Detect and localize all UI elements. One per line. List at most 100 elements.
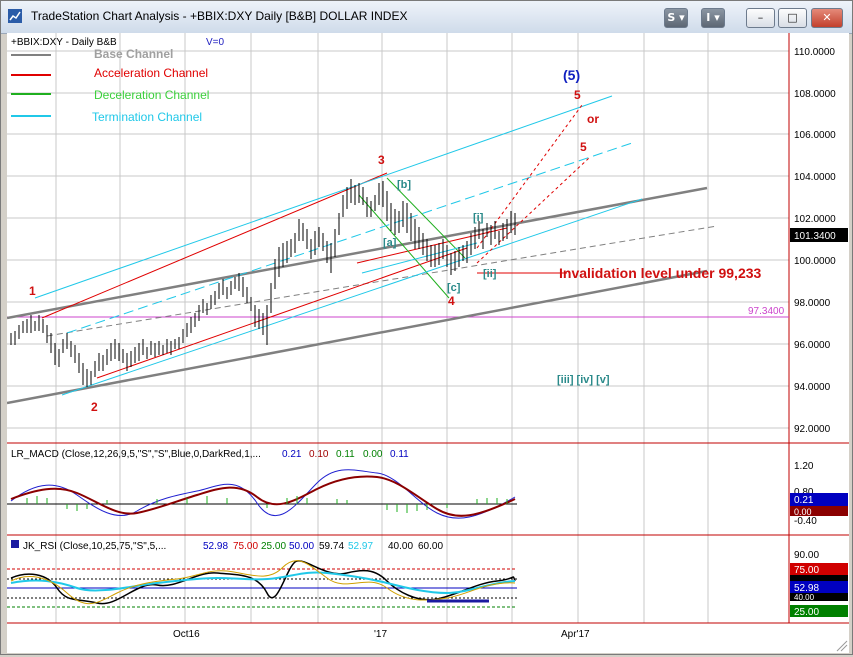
legend-base-channel: Base Channel: [94, 47, 173, 61]
price-tick: 108.0000: [794, 89, 836, 100]
wave-label-2: 2: [91, 400, 98, 414]
price-tick: 106.0000: [794, 130, 836, 141]
volume-label: V=0: [206, 37, 225, 48]
base-channel-midline: [46, 225, 718, 337]
macd-value-1: 0.21: [282, 449, 302, 460]
rsi-value-5: 59.74: [319, 541, 344, 552]
window-title: TradeStation Chart Analysis - +BBIX:DXY …: [31, 9, 408, 23]
corrective-labels: [b] [a] [c] [i] [ii] [iii] [iv] [v]: [383, 179, 610, 386]
rsi-header: JK_RSI (Close,10,25,75,"S",5,...: [23, 541, 166, 552]
price-tick: 102.0000: [794, 214, 836, 225]
last-price-value: 101.3400: [794, 231, 836, 242]
wave-labels: 1 2 3 4 5 5 or (5): [29, 67, 599, 414]
wave-label-iii-iv-v: [iii] [iv] [v]: [557, 374, 610, 386]
maximize-button[interactable]: □: [778, 8, 807, 28]
wave-label-a: [a]: [383, 237, 397, 249]
main-grid: [7, 33, 789, 623]
price-tick: 92.0000: [794, 424, 831, 435]
chart-canvas[interactable]: +BBIX:DXY - Daily B&B V=0 Base Channel A…: [6, 33, 849, 653]
rsi-value-2: 75.00: [233, 541, 258, 552]
macd-tick: -0.40: [794, 516, 817, 527]
macd-value-2: 0.10: [309, 449, 329, 460]
rsi-badge-60: [790, 575, 848, 581]
macd-badge-value: 0.21: [794, 495, 814, 506]
wave-label-or: or: [587, 112, 599, 126]
time-tick: Apr'17: [561, 629, 590, 640]
rsi-value-6: 52.97: [348, 541, 373, 552]
rsi-badge-40: [790, 593, 848, 601]
wave-label-3: 3: [378, 153, 385, 167]
rsi-value-4: 50.00: [289, 541, 314, 552]
wave-label-5-major: (5): [563, 67, 580, 83]
macd-badge: [790, 493, 848, 506]
tradestation-app-icon: [8, 9, 22, 23]
termination-channel: [34, 95, 643, 396]
indicator-menu-button[interactable]: I ▾: [701, 8, 725, 28]
rsi-badge-25: [790, 605, 848, 617]
rsi-badge-5298: [790, 581, 848, 593]
price-tick: 96.0000: [794, 340, 831, 351]
s-label: S: [667, 11, 676, 24]
strategy-menu-button[interactable]: S ▾: [664, 8, 688, 28]
rsi-panel: JK_RSI (Close,10,25,75,"S",5,... 52.98 7…: [7, 540, 517, 608]
channel-legend: Base Channel Acceleration Channel Decele…: [11, 47, 209, 124]
price-bars: [10, 179, 516, 387]
rsi-value-3: 25.00: [261, 541, 286, 552]
title-bar[interactable]: TradeStation Chart Analysis - +BBIX:DXY …: [1, 1, 852, 34]
price-tick: 100.0000: [794, 256, 836, 267]
rsi-badge-5298-value: 52.98: [794, 583, 819, 594]
price-tick: 98.0000: [794, 298, 831, 309]
close-button[interactable]: ✕: [811, 8, 843, 28]
symbol-header: +BBIX:DXY - Daily B&B: [11, 37, 117, 48]
macd-value-5: 0.11: [390, 449, 409, 460]
wave-label-5-lower: 5: [580, 140, 587, 154]
rsi-value-1: 52.98: [203, 541, 228, 552]
wave-label-1: 1: [29, 284, 36, 298]
i-label: I: [706, 11, 711, 24]
rsi-value-8: 60.00: [418, 541, 443, 552]
rsi-tick: 90.00: [794, 550, 819, 561]
legend-acceleration-channel: Acceleration Channel: [94, 66, 208, 80]
last-price-badge: [790, 228, 848, 242]
time-tick: Oct16: [173, 629, 200, 640]
deceleration-channel: [358, 177, 466, 299]
price-tick: 110.0000: [794, 47, 835, 58]
rsi-value-7: 40.00: [388, 541, 413, 552]
macd-tick: 0.80: [794, 487, 814, 498]
rsi-badge-75-value: 75.00: [794, 565, 819, 576]
macd-header: LR_MACD (Close,12,26,9,5,"S","S",Blue,0,…: [11, 449, 261, 460]
minimize-button[interactable]: –: [746, 8, 775, 28]
price-axis: 110.0000 108.0000 106.0000 104.0000 102.…: [794, 47, 836, 435]
wave-label-b: [b]: [397, 179, 411, 191]
acceleration-channel: [41, 172, 567, 379]
legend-deceleration-channel: Deceleration Channel: [94, 88, 209, 102]
macd-badge-small: 0.00: [794, 507, 812, 517]
rsi-badge-25-value: 25.00: [794, 607, 819, 618]
macd-value-4: 0.00: [363, 449, 383, 460]
level-price-value: 97.3400: [748, 306, 785, 317]
macd-tick: 1.20: [794, 461, 814, 472]
invalidation-text: Invalidation level under 99,233: [559, 265, 762, 281]
price-tick: 94.0000: [794, 382, 831, 393]
price-tick: 104.0000: [794, 172, 836, 183]
time-axis: Oct16 '17 Apr'17: [173, 629, 590, 640]
chart-area[interactable]: +BBIX:DXY - Daily B&B V=0 Base Channel A…: [6, 33, 849, 653]
wave-label-5-upper: 5: [574, 88, 581, 102]
rsi-badge-40-value: 40.00: [794, 593, 815, 602]
wave-label-c: [c]: [447, 282, 461, 294]
wave-label-i: [i]: [473, 212, 484, 224]
time-tick: '17: [374, 629, 387, 640]
wave-label-4: 4: [448, 294, 455, 308]
macd-value-3: 0.11: [336, 449, 355, 460]
base-channel: [6, 186, 708, 405]
macd-signal-badge: [790, 506, 848, 516]
wave-label-ii: [ii]: [483, 268, 497, 280]
rsi-panel-icon: [11, 540, 19, 548]
rsi-axis: 90.00 75.00 52.98 40.00 25.00: [790, 550, 848, 618]
legend-termination-channel: Termination Channel: [92, 110, 202, 124]
rsi-badge-75: [790, 563, 848, 575]
wave5-projections: [476, 104, 590, 264]
macd-panel: LR_MACD (Close,12,26,9,5,"S","S",Blue,0,…: [7, 449, 517, 519]
resize-grip-icon[interactable]: [836, 640, 848, 652]
